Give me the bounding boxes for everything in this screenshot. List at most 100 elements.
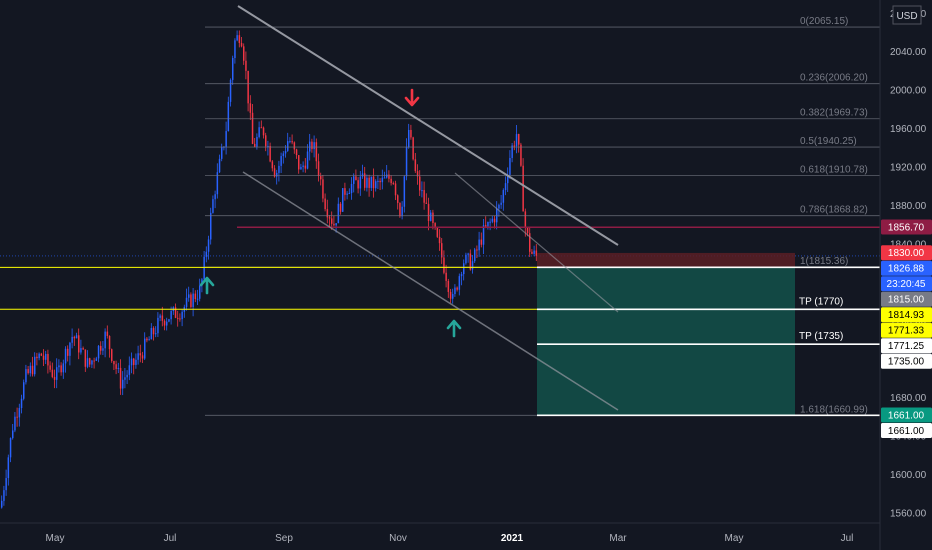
candle-body: [317, 161, 320, 177]
candle-body: [251, 112, 254, 144]
candle-body: [190, 294, 192, 307]
candle-body: [203, 256, 205, 280]
candle-body: [463, 263, 465, 275]
candle-body: [309, 141, 311, 152]
candle-body: [40, 353, 43, 356]
candle-body: [273, 168, 276, 177]
candle-body: [331, 218, 333, 224]
candle-body: [520, 144, 522, 166]
candle-body: [161, 315, 164, 321]
candle-body: [113, 361, 115, 365]
y-tick-label: 2000.00: [890, 86, 927, 97]
candle-body: [515, 134, 518, 147]
position-tool[interactable]: TP (1770) TP (1735): [537, 252, 880, 417]
time-axis[interactable]: May Jul Sep Nov 2021 Mar May Jul: [0, 522, 880, 544]
candle-body: [300, 166, 302, 170]
candle-body: [49, 365, 51, 370]
candle-body: [311, 141, 313, 150]
candle-body: [326, 209, 329, 218]
candle-body: [485, 225, 487, 227]
x-tick-label: Sep: [275, 533, 293, 544]
candle-body: [346, 193, 348, 195]
candle-body: [25, 369, 27, 383]
candle-body: [144, 338, 146, 359]
candle-body: [117, 367, 120, 369]
candle-body: [157, 317, 159, 334]
candle-body: [302, 165, 304, 167]
candle-body: [210, 212, 212, 240]
candle-body: [122, 379, 124, 389]
candle-body: [245, 60, 247, 71]
candle-body: [513, 145, 516, 147]
candle-body: [427, 203, 430, 221]
candle-body: [232, 58, 234, 80]
candle-body: [467, 253, 469, 255]
candle-body: [403, 176, 406, 207]
candle-body: [166, 321, 168, 326]
candle-body: [333, 223, 335, 226]
candle-body: [480, 239, 483, 245]
candle-body: [498, 204, 500, 209]
candle-body: [58, 365, 60, 368]
candle-body: [38, 353, 40, 359]
candle-body: [454, 287, 456, 295]
candle-body: [89, 358, 91, 365]
fib-level-label: 1(1815.36): [800, 256, 848, 267]
price-badge: [881, 260, 932, 276]
candle-body: [419, 176, 421, 191]
candle-body: [141, 355, 144, 359]
candle-body: [289, 141, 291, 143]
candle-body: [260, 127, 263, 129]
x-tick-label: Jul: [841, 533, 854, 544]
candle-body: [366, 177, 368, 188]
candle-body: [502, 190, 505, 203]
candle-body: [262, 127, 265, 136]
candle-body: [421, 190, 423, 192]
candle-body: [482, 225, 485, 245]
candle-body: [531, 251, 533, 254]
candle-body: [93, 360, 95, 362]
price-axis[interactable]: 2080.002040.002000.001960.001920.001880.…: [879, 0, 932, 550]
candle-body: [185, 297, 188, 307]
candle-body: [56, 367, 58, 380]
candle-body: [504, 183, 507, 191]
candle-body: [45, 353, 47, 360]
candle-body: [500, 202, 502, 205]
candle-body: [324, 198, 326, 210]
arrow-up-icon: [446, 319, 462, 338]
candle-body: [447, 280, 450, 292]
candle-body: [199, 285, 201, 299]
candle-body: [348, 193, 351, 195]
candle-body: [388, 174, 390, 179]
x-tick-label: Mar: [609, 533, 627, 544]
candle-body: [148, 339, 150, 341]
candle-body: [291, 141, 293, 143]
candle-body: [412, 137, 414, 160]
candle-body: [104, 331, 106, 349]
fib-level-label: 0.618(1910.78): [800, 164, 868, 175]
candle-body: [381, 177, 384, 183]
fibonacci-retracement[interactable]: 0(2065.15) 0.236(2006.20) 0.382(1969.73) 0.…: [205, 16, 880, 416]
y-tick-label: 1840.00: [890, 239, 927, 250]
fib-level-label: 0(2065.15): [800, 16, 848, 27]
candle-body: [269, 145, 271, 162]
candle-body: [377, 180, 379, 182]
arrow-markers: [199, 88, 462, 338]
price-badge: [881, 307, 932, 323]
candle-body: [443, 257, 445, 273]
candle-body: [445, 272, 447, 281]
candle-body: [280, 156, 282, 166]
descending-channel[interactable]: [237, 5, 619, 411]
channel-lower-line: [242, 171, 619, 411]
candle-body: [16, 416, 18, 418]
candle-body: [449, 291, 452, 299]
channel-mid-line: [454, 172, 619, 313]
candle-body: [265, 135, 267, 147]
candle-body: [84, 349, 87, 367]
candle-body: [146, 338, 148, 341]
candle-body: [155, 333, 157, 335]
candle-body: [397, 195, 399, 203]
candle-body: [108, 335, 111, 350]
arrow-up-icon: [199, 276, 215, 295]
